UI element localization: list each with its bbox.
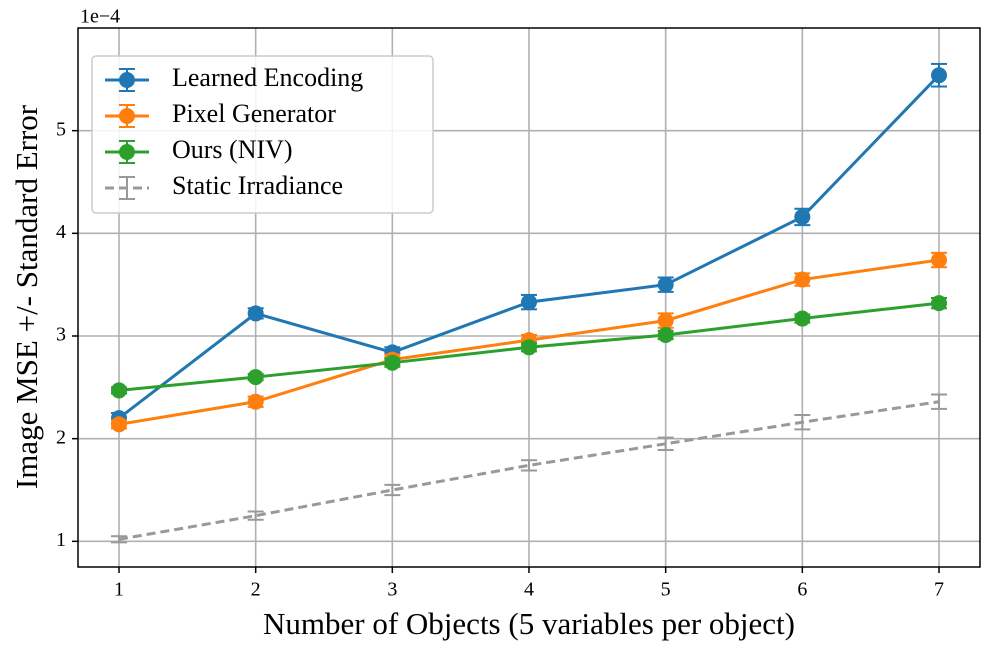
y-tick-label: 5 — [56, 118, 66, 140]
data-point — [247, 369, 264, 386]
y-tick-label: 3 — [56, 324, 66, 346]
legend: Learned Encoding Pixel Generator Ours (NIV… — [91, 55, 434, 214]
data-point — [521, 294, 537, 311]
legend-marker — [119, 144, 135, 160]
x-tick-label: 3 — [387, 579, 397, 601]
legend-marker — [119, 72, 135, 88]
error-bar — [384, 483, 401, 497]
data-point — [794, 208, 811, 225]
offset-text: 1e−4 — [80, 6, 120, 28]
y-tick-label: 2 — [56, 426, 66, 448]
legend-label: Learned Encoding — [172, 63, 363, 92]
data-point — [794, 271, 811, 288]
legend-label: Pixel Generator — [172, 99, 336, 128]
data-point — [657, 326, 674, 343]
legend-box — [91, 55, 434, 214]
data-point — [931, 295, 947, 312]
data-point — [931, 67, 947, 84]
error-bar — [931, 393, 947, 410]
x-axis-label: Number of Objects (5 variables per objec… — [263, 606, 795, 641]
y-tick-label: 4 — [56, 221, 66, 243]
data-point — [657, 312, 674, 329]
data-point — [384, 354, 401, 371]
error-bar — [111, 535, 127, 544]
error-bar — [247, 510, 264, 521]
data-point — [247, 305, 264, 322]
error-bar — [657, 436, 674, 451]
x-tick-label: 2 — [251, 579, 261, 601]
data-point — [521, 339, 537, 356]
data-point — [247, 393, 264, 410]
legend-label: Ours (NIV) — [172, 135, 293, 164]
error-bar — [794, 414, 811, 431]
x-tick-label: 4 — [524, 579, 534, 601]
data-point — [111, 382, 127, 399]
x-tick-label: 7 — [934, 579, 944, 601]
x-tick-label: 5 — [661, 579, 671, 601]
legend-label: Static Irradiance — [172, 171, 343, 200]
data-point — [931, 252, 947, 269]
plot-frame — [77, 27, 981, 568]
data-point — [657, 276, 674, 293]
data-point — [111, 416, 127, 433]
x-tick-label: 6 — [797, 579, 807, 601]
error-bar — [521, 459, 537, 472]
y-axis-label: Image MSE +/- Standard Error — [9, 104, 44, 489]
y-tick-label: 1 — [56, 529, 66, 551]
data-point — [794, 310, 811, 327]
legend-marker — [119, 108, 135, 124]
x-tick-label: 1 — [114, 579, 124, 601]
